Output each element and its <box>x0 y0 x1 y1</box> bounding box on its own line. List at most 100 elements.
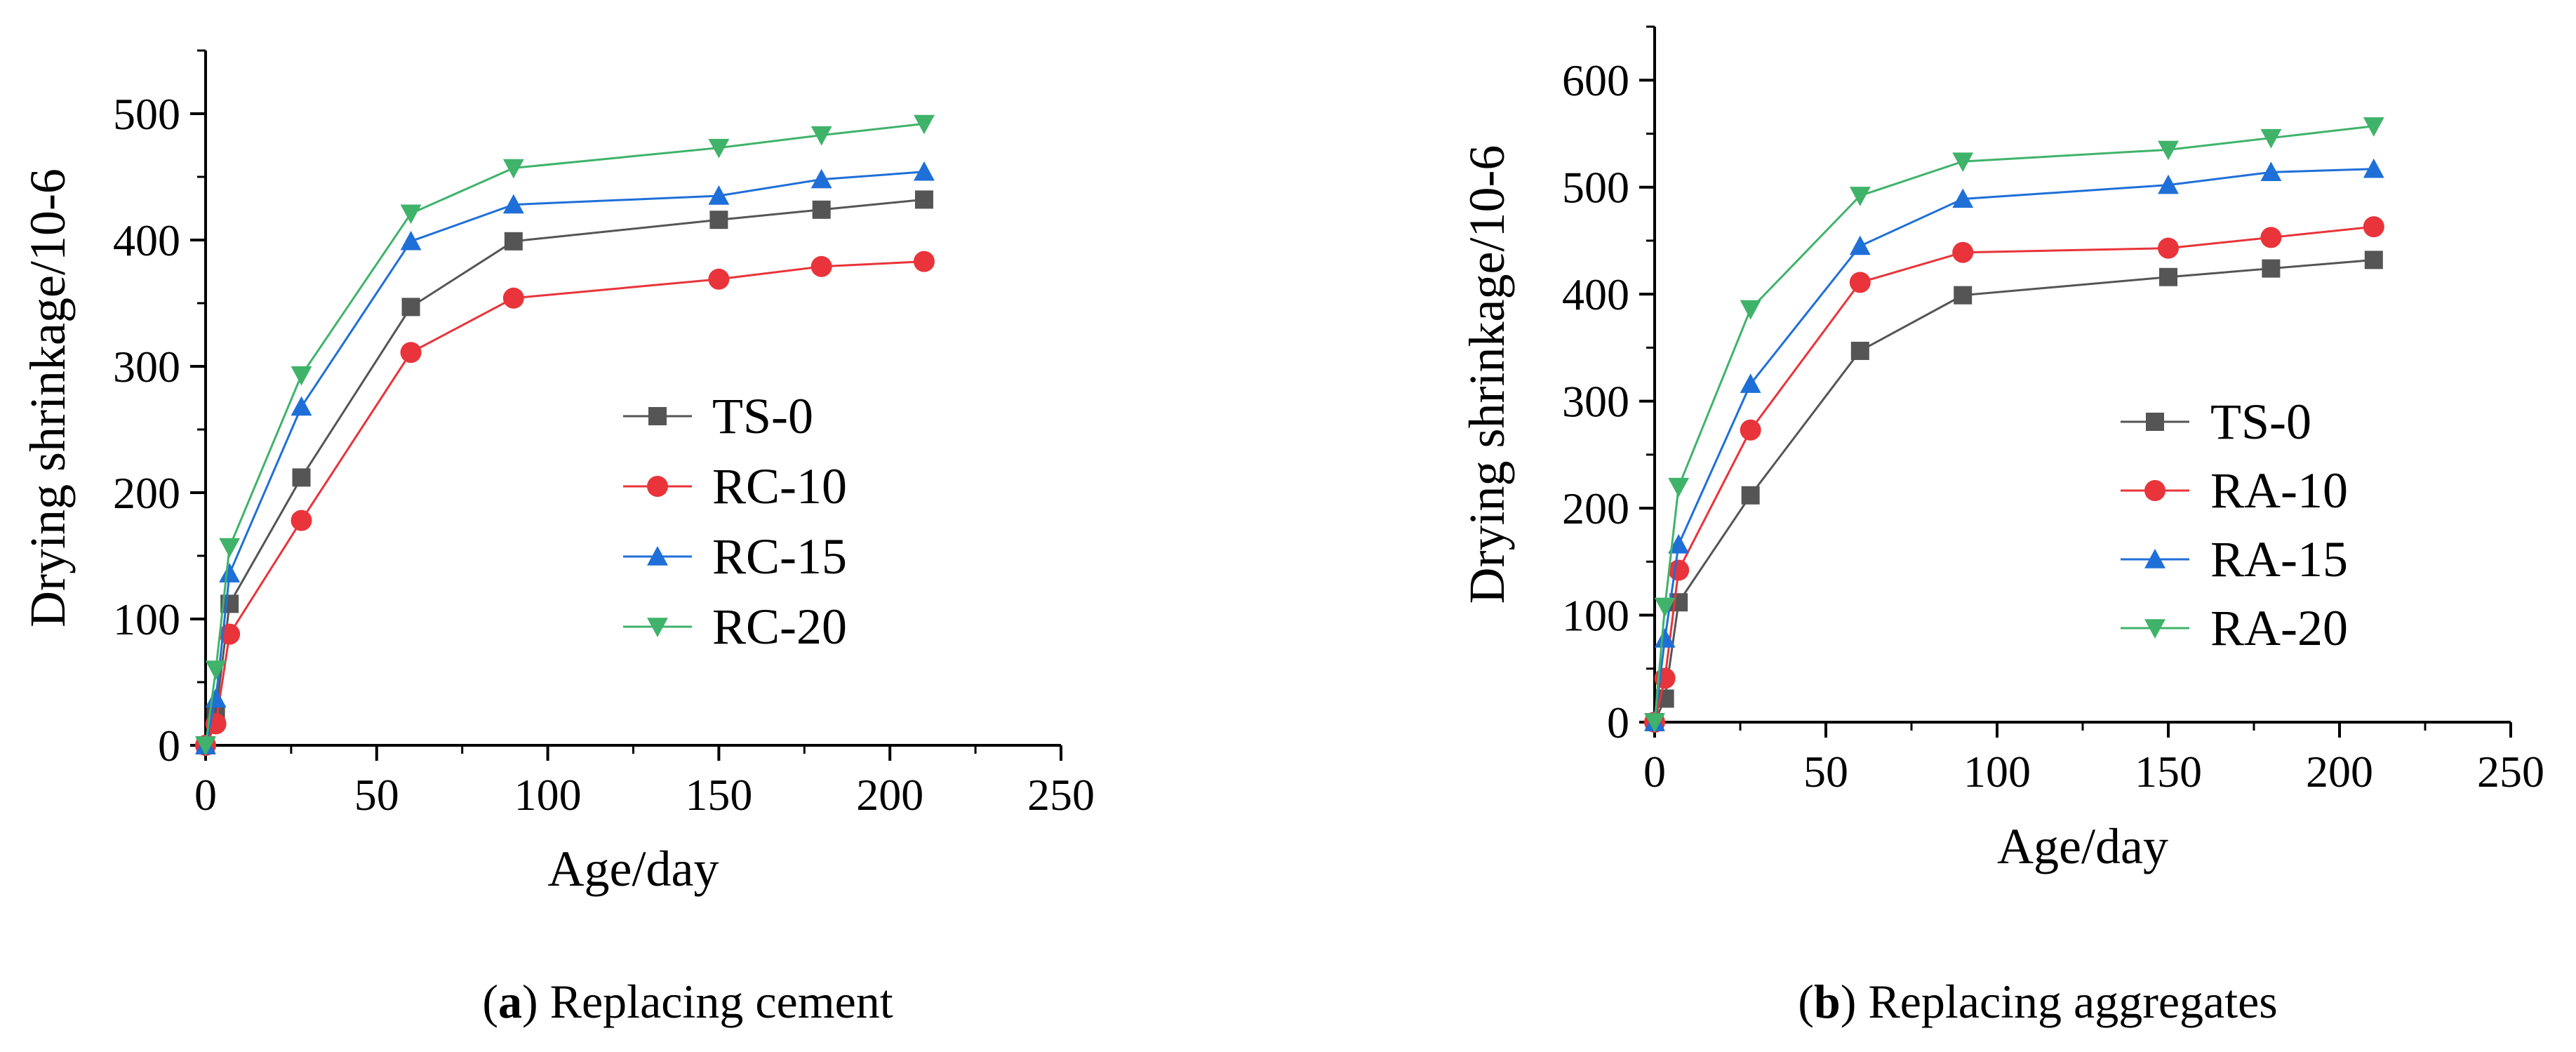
x-tick-label: 250 <box>1027 770 1095 820</box>
x-tick-label: 0 <box>194 770 217 820</box>
data-point <box>502 194 524 214</box>
legend-entry-ra-15: RA-15 <box>2121 531 2348 587</box>
legend-marker <box>2144 619 2165 639</box>
x-tick-label: 200 <box>2306 747 2373 797</box>
figure-caption: (a) Replacing cement <box>482 975 893 1028</box>
data-point <box>195 736 216 756</box>
series-rc-20 <box>195 114 935 756</box>
data-point <box>400 230 422 251</box>
data-point <box>1954 286 1973 305</box>
data-point <box>812 200 831 219</box>
data-point <box>914 190 933 209</box>
caption-panel-label: b <box>1814 975 1841 1028</box>
series-ra-20 <box>1644 117 2384 733</box>
legend-entry-ts-0: TS-0 <box>2121 394 2311 450</box>
data-point <box>2260 227 2282 248</box>
data-point <box>1740 373 1761 393</box>
y-tick-label: 300 <box>113 342 180 392</box>
data-point <box>914 114 935 135</box>
caption-paren-close: ) <box>1841 975 1857 1028</box>
y-axis-title: Drying shrinkage/10-6 <box>1459 145 1515 604</box>
data-point <box>2363 117 2384 137</box>
legend-marker <box>2144 480 2165 501</box>
y-tick-label: 0 <box>158 721 180 771</box>
data-point <box>810 168 832 189</box>
data-point <box>708 185 730 205</box>
caption-panel-label: a <box>498 975 522 1028</box>
data-point <box>2260 161 2282 182</box>
data-point <box>2364 251 2383 269</box>
x-tick-label: 250 <box>2477 747 2544 797</box>
y-tick-label: 200 <box>1562 484 1629 533</box>
y-tick-label: 400 <box>1562 269 1629 319</box>
data-point <box>914 161 935 181</box>
data-point <box>291 366 312 386</box>
data-point <box>2260 128 2282 149</box>
data-point <box>810 255 832 277</box>
data-point <box>2158 237 2179 259</box>
legend-label: RA-15 <box>2210 531 2348 587</box>
data-point <box>205 688 227 708</box>
legend-marker <box>647 476 668 497</box>
data-point <box>291 510 312 531</box>
legend-marker <box>647 618 668 637</box>
caption-paren-close: ) <box>522 975 538 1028</box>
data-point <box>1740 419 1761 441</box>
caption-paren-open: ( <box>482 975 498 1028</box>
y-tick-label: 100 <box>1562 591 1629 641</box>
data-point <box>1849 235 1871 255</box>
data-point <box>1668 477 1690 498</box>
data-point <box>810 126 832 146</box>
legend-marker <box>2146 413 2164 431</box>
data-point <box>2159 267 2177 286</box>
x-tick-label: 50 <box>1803 747 1848 797</box>
legend-label: RA-20 <box>2210 600 2348 656</box>
y-tick-label: 500 <box>113 89 180 139</box>
y-tick-label: 500 <box>1562 163 1629 213</box>
data-point <box>401 298 420 317</box>
data-point <box>2363 216 2384 238</box>
y-tick-label: 400 <box>113 215 180 265</box>
data-point <box>400 342 422 364</box>
caption-text: Replacing aggregates <box>1856 975 2277 1028</box>
y-axis-title: Drying shrinkage/10-6 <box>20 168 76 627</box>
legend-label: RC-20 <box>712 599 847 655</box>
figure-caption: (b) Replacing aggregates <box>1798 975 2278 1028</box>
data-point <box>219 563 241 582</box>
caption-text: Replacing cement <box>538 975 893 1028</box>
caption-paren-open: ( <box>1798 975 1814 1028</box>
x-tick-label: 150 <box>2135 747 2202 797</box>
data-point <box>292 468 311 487</box>
data-point <box>1668 533 1690 554</box>
data-point <box>502 159 524 179</box>
data-point <box>1952 188 1974 208</box>
data-point <box>708 268 730 290</box>
x-tick-label: 200 <box>856 770 923 820</box>
y-tick-label: 300 <box>1562 377 1629 427</box>
data-point <box>1850 341 1869 360</box>
legend-marker <box>648 407 667 425</box>
legend-entry-ra-10: RA-10 <box>2121 462 2348 519</box>
data-point <box>1668 559 1690 581</box>
data-point <box>1952 152 1974 173</box>
legend-entry-rc-10: RC-10 <box>623 458 847 514</box>
data-point <box>2262 259 2281 278</box>
data-point <box>1644 713 1665 733</box>
x-tick-label: 0 <box>1643 747 1666 797</box>
data-point <box>400 204 422 225</box>
x-axis-title: Age/day <box>1997 818 2168 874</box>
legend-marker <box>647 546 668 566</box>
data-point <box>913 251 935 272</box>
data-point <box>1849 272 1871 293</box>
data-point <box>708 138 730 159</box>
data-point <box>1654 628 1676 648</box>
data-point <box>1654 597 1676 618</box>
series-rc-15 <box>195 161 935 754</box>
data-point <box>1741 486 1760 505</box>
y-tick-label: 0 <box>1607 698 1629 747</box>
x-tick-label: 50 <box>354 770 399 820</box>
x-axis-title: Age/day <box>548 841 719 897</box>
y-tick-label: 600 <box>1562 55 1629 105</box>
